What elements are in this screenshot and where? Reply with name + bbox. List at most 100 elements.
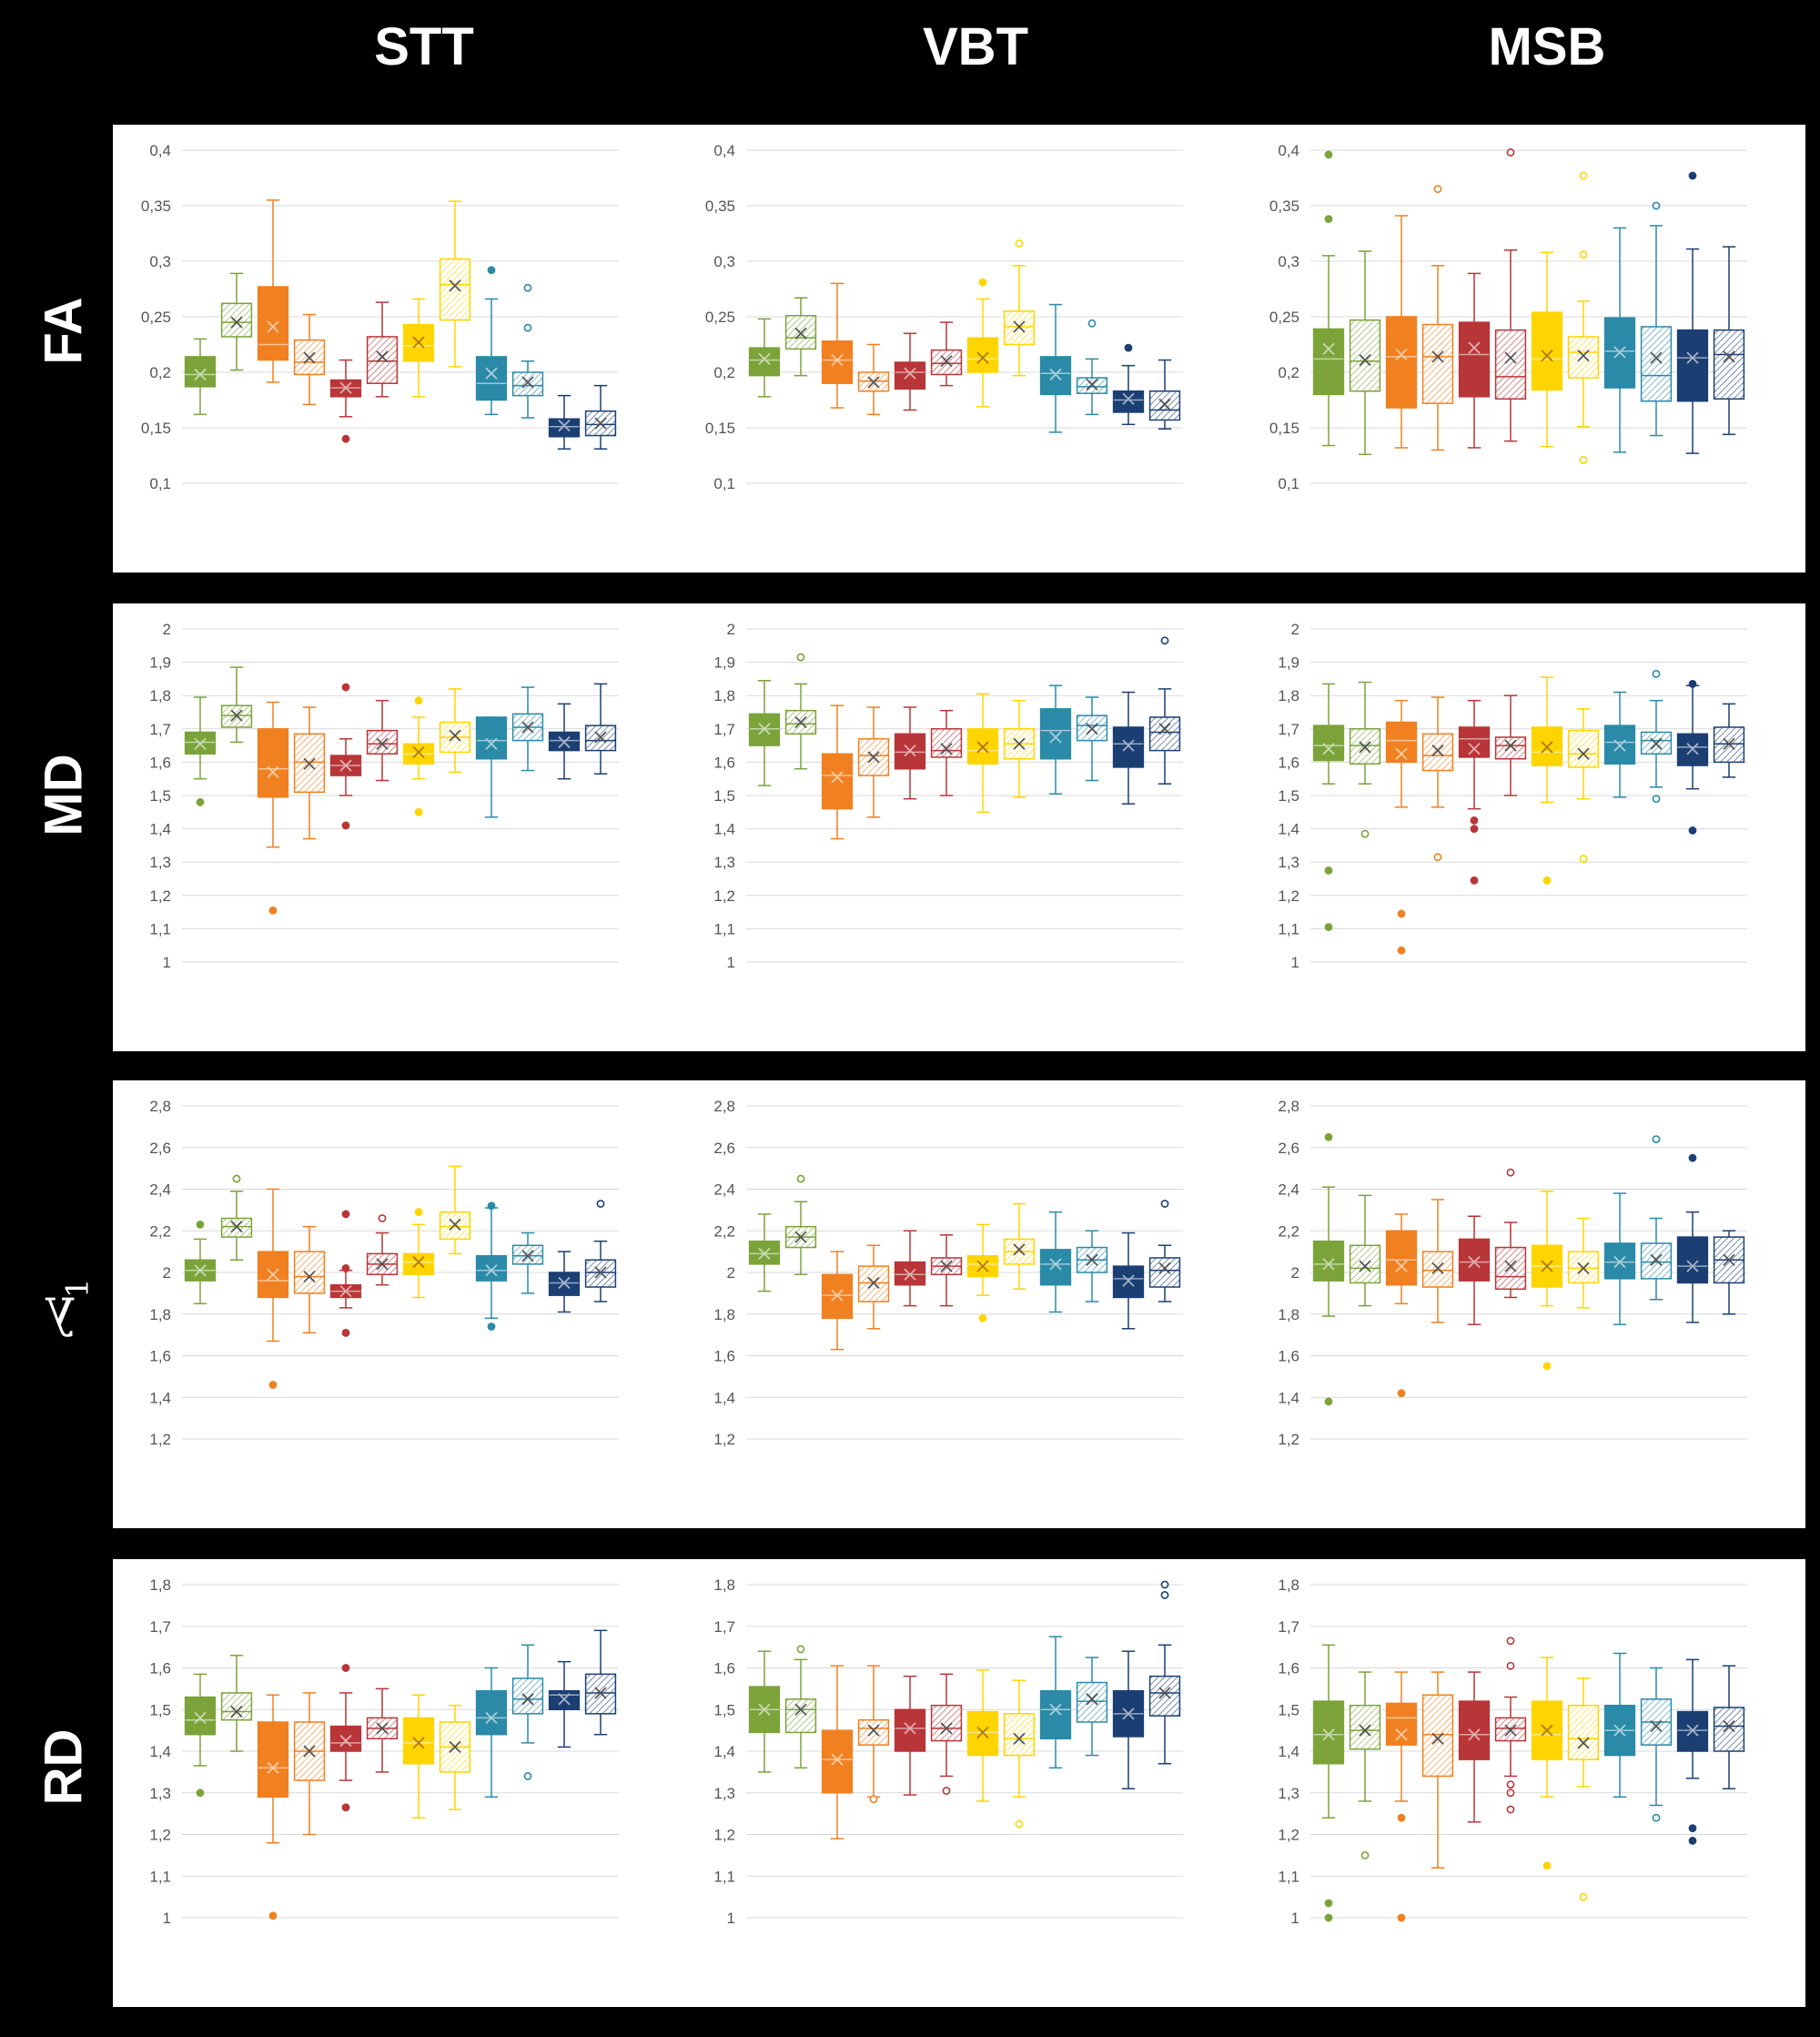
y-tick-label: 0,25 <box>1269 309 1299 326</box>
box-4 <box>1421 1671 1454 1869</box>
box-2 <box>220 272 253 371</box>
y-tick-label: 0,1 <box>1278 475 1299 492</box>
outlier-point <box>196 1789 205 1798</box>
y-tick-label: 0,4 <box>149 142 171 159</box>
mean-marker <box>521 1250 534 1262</box>
mean-marker <box>521 376 534 389</box>
y-tick-label: 1,9 <box>149 654 171 672</box>
mean-marker <box>1431 744 1444 757</box>
box-9 <box>1603 227 1636 453</box>
box-9 <box>475 1201 508 1331</box>
y-tick-label: 1,5 <box>713 1701 735 1718</box>
box-1 <box>1312 683 1345 931</box>
mean-marker <box>376 350 389 363</box>
y-tick-label: 1,6 <box>713 754 735 771</box>
outlier-point <box>1160 1200 1169 1208</box>
outlier-point <box>1470 816 1479 825</box>
box-1 <box>184 1673 217 1798</box>
box-3 <box>821 704 854 840</box>
iqr-box <box>475 716 508 760</box>
mean-marker <box>1723 1719 1735 1733</box>
iqr-box <box>1421 733 1454 772</box>
mean-marker <box>376 737 389 750</box>
iqr-box <box>1385 721 1418 764</box>
y-tick-label: 1 <box>727 1910 735 1927</box>
y-tick-label: 1 <box>1291 954 1299 971</box>
mean-marker <box>1049 1258 1062 1271</box>
outlier-point <box>1506 1805 1515 1814</box>
outlier-point <box>796 1174 805 1183</box>
mean-marker <box>1613 1255 1626 1269</box>
outlier-point <box>487 1201 496 1211</box>
mean-marker <box>1686 743 1699 755</box>
box-12 <box>584 1629 617 1736</box>
outlier-point <box>1688 171 1697 180</box>
outlier-point <box>1652 1813 1661 1822</box>
mean-marker <box>758 1247 771 1261</box>
outlier-point <box>268 1911 278 1920</box>
mean-marker <box>1049 731 1062 744</box>
outlier-point <box>196 797 205 806</box>
box-12 <box>1713 703 1745 778</box>
box-1 <box>184 338 217 416</box>
box-10 <box>1076 319 1108 416</box>
y-tick-label: 0,35 <box>141 198 171 215</box>
y-tick-label: 0,25 <box>141 309 171 326</box>
box-10 <box>1640 201 1673 437</box>
y-tick-label: 0,35 <box>1269 198 1299 215</box>
y-tick-label: 1,6 <box>1278 754 1299 771</box>
box-4 <box>293 1225 326 1334</box>
outlier-point <box>1324 1397 1333 1406</box>
mean-marker <box>1013 320 1026 333</box>
mean-marker <box>1158 1687 1171 1699</box>
mean-marker <box>1686 351 1699 364</box>
box-6 <box>1494 148 1527 442</box>
box-12 <box>1713 1230 1745 1315</box>
box-5 <box>894 332 926 411</box>
chart-fa-msb: 0,4 0,35 0,3 0,25 0,2 0,15 0,1 <box>1241 125 1805 573</box>
iqr-box <box>930 728 963 758</box>
chart-l1-msb: 2,8 2,6 2,4 2,2 2 1,8 1,6 1,4 1,2 <box>1241 1080 1805 1528</box>
box-10 <box>1640 1135 1673 1301</box>
box-3 <box>821 1251 854 1351</box>
y-tick-label: 1 <box>1291 1910 1299 1927</box>
mean-marker <box>303 1270 316 1283</box>
y-tick-label: 2 <box>163 1264 171 1282</box>
outlier-point <box>596 1200 605 1208</box>
box-11 <box>548 394 581 450</box>
y-tick-label: 1,7 <box>713 1618 735 1636</box>
box-5 <box>1458 1671 1491 1823</box>
outlier-point <box>1360 1850 1370 1860</box>
box-5 <box>329 683 362 830</box>
y-tick-label: 0,2 <box>149 364 171 381</box>
outlier-point <box>1652 1135 1661 1143</box>
mean-marker <box>1322 743 1335 755</box>
y-tick-label: 1,7 <box>713 721 735 738</box>
y-tick-label: 1,2 <box>1278 887 1299 905</box>
iqr-box <box>329 1725 362 1752</box>
iqr-box <box>1640 326 1673 402</box>
mean-marker <box>1158 1262 1171 1275</box>
outlier-point <box>1542 1362 1552 1371</box>
y-tick-label: 2 <box>1291 621 1299 638</box>
outlier-point <box>341 434 350 443</box>
mean-marker <box>867 376 880 389</box>
outlier-point <box>1397 1389 1406 1398</box>
box-7 <box>402 696 435 816</box>
box-2 <box>784 1645 817 1769</box>
outlier-point <box>978 1313 987 1323</box>
y-tick-label: 2,6 <box>1278 1140 1299 1157</box>
mean-marker <box>558 1276 571 1290</box>
box-1 <box>184 696 217 806</box>
iqr-box <box>784 1698 817 1734</box>
box-2 <box>784 297 817 377</box>
box-7 <box>1531 676 1563 885</box>
outlier-point <box>1015 1819 1024 1829</box>
mean-marker <box>1122 1708 1135 1720</box>
box-10 <box>511 686 544 772</box>
y-tick-label: 2 <box>727 621 735 638</box>
mean-marker <box>940 743 953 755</box>
y-tick-label: 0,25 <box>705 309 735 326</box>
outlier-point <box>1397 946 1406 955</box>
y-tick-label: 1,8 <box>1278 687 1299 704</box>
